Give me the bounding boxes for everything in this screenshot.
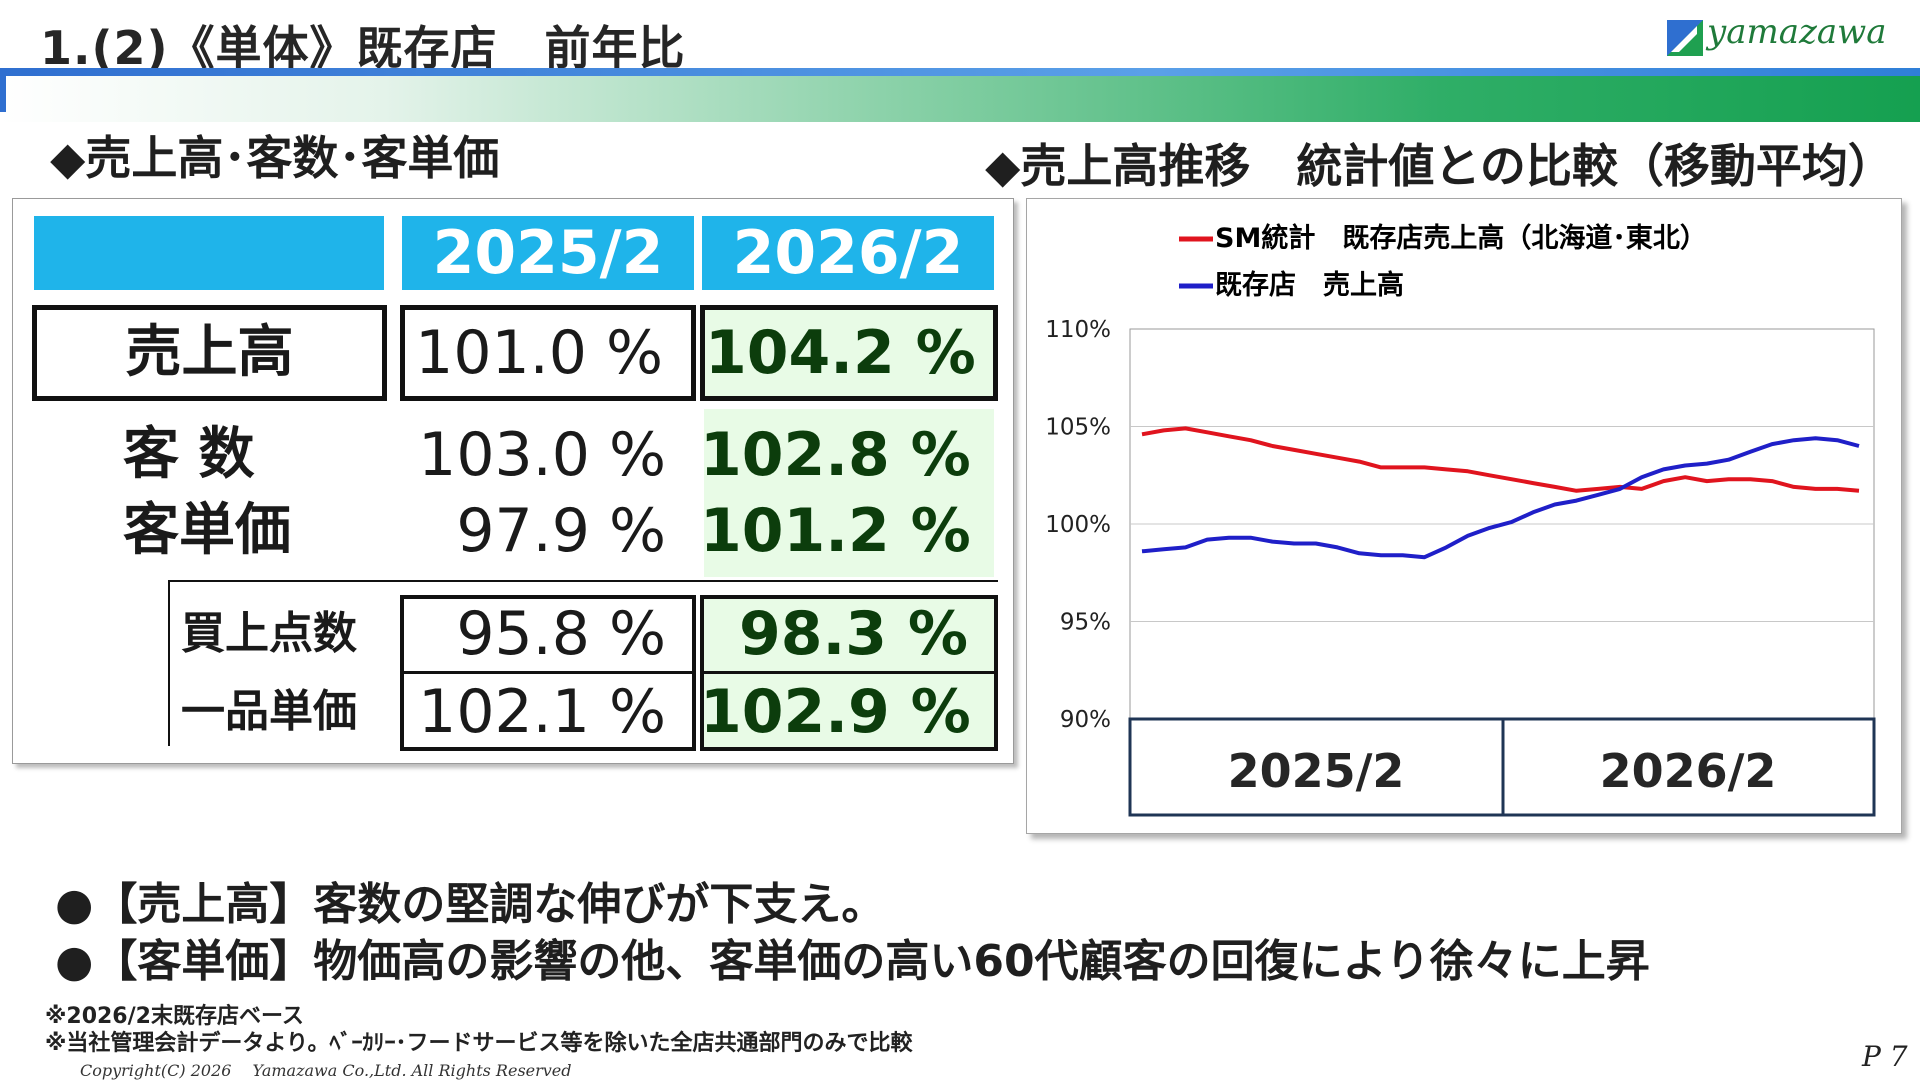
unit-price-2025-value: 97.9 % bbox=[456, 496, 666, 566]
item-price-2025-value: 102.1 % bbox=[418, 677, 666, 747]
legend-label-own: 既存店 売上高 bbox=[1215, 269, 1404, 301]
bullet-sales: ●【売上高】客数の堅調な伸びが下支え。 bbox=[55, 879, 886, 930]
legend-label-sm: SM統計 既存店売上高（北海道･東北） bbox=[1215, 222, 1707, 254]
highlight-background bbox=[704, 409, 994, 577]
company-logo: yamazawa bbox=[1665, 12, 1890, 60]
item-price-2026-value: 102.9 % bbox=[700, 677, 971, 747]
y-tick-label: 110% bbox=[1045, 317, 1111, 343]
sub-2025-divider bbox=[404, 671, 692, 674]
item-price-label: 一品単価 bbox=[181, 686, 357, 737]
period-label-2026: 2026/2 bbox=[1600, 744, 1777, 798]
y-tick-label: 95% bbox=[1060, 610, 1111, 636]
page-number: P 7 bbox=[1862, 1040, 1908, 1073]
note-basis: ※2026/2末既存店ベース bbox=[45, 1004, 304, 1029]
header-band-edge bbox=[0, 76, 6, 112]
sales-2025-value: 101.0 % bbox=[400, 305, 696, 401]
sales-trend-chart-panel: SM統計 既存店売上高（北海道･東北） 既存店 売上高 110% 105% 100%… bbox=[1026, 198, 1902, 834]
sales-trend-chart: SM統計 既存店売上高（北海道･東北） 既存店 売上高 110% 105% 100%… bbox=[1045, 222, 1876, 817]
right-section-title: ◆売上高推移 統計値との比較（移動平均） bbox=[985, 139, 1894, 193]
series-line-sm-stats bbox=[1141, 426, 1860, 493]
comparison-table-panel: 2025/2 2026/2 売上高 101.0 % 104.2 % 客 数 10… bbox=[12, 198, 1014, 764]
items-2025-value: 95.8 % bbox=[456, 599, 666, 669]
sub-2026-divider bbox=[704, 671, 994, 674]
column-header-2025: 2025/2 bbox=[402, 216, 694, 290]
y-tick-label: 100% bbox=[1045, 512, 1111, 538]
header-band-green bbox=[0, 76, 1920, 122]
column-header-2026: 2026/2 bbox=[702, 216, 994, 290]
page-title: 1.(2)《単体》既存店 前年比 bbox=[40, 21, 686, 75]
logo-mark-icon bbox=[1667, 20, 1703, 56]
bullet-unit-price: ●【客単価】物価高の影響の他、客単価の高い60代顧客の回復により徐々に上昇 bbox=[55, 936, 1650, 987]
series-line-own-stores bbox=[1141, 436, 1860, 560]
unit-price-label: 客単価 bbox=[123, 498, 291, 563]
table-header-blank bbox=[34, 216, 384, 290]
y-tick-label: 90% bbox=[1060, 707, 1111, 733]
customers-2025-value: 103.0 % bbox=[418, 420, 666, 490]
unit-price-2026-value: 101.2 % bbox=[700, 496, 971, 566]
items-2026-value: 98.3 % bbox=[738, 599, 968, 669]
items-label: 買上点数 bbox=[181, 608, 357, 659]
note-source: ※当社管理会計データより。ﾍﾞｰｶﾘｰ･フードサービス等を除いた全店共通部門のみ… bbox=[45, 1031, 913, 1056]
sub-breakdown-top-line bbox=[168, 580, 998, 582]
copyright-text: Copyright(C) 2026 Yamazawa Co.,Ltd. All … bbox=[80, 1061, 572, 1080]
header-band-blue bbox=[0, 68, 1920, 76]
sub-breakdown-left-line bbox=[168, 580, 170, 746]
sales-label: 売上高 bbox=[32, 305, 387, 401]
customers-label: 客 数 bbox=[123, 422, 255, 487]
period-label-2025: 2025/2 bbox=[1228, 744, 1405, 798]
period-box-2025 bbox=[1128, 717, 1505, 817]
left-section-title: ◆売上高･客数･客単価 bbox=[50, 131, 500, 185]
customers-2026-value: 102.8 % bbox=[700, 420, 971, 490]
period-box-2026 bbox=[1501, 717, 1876, 817]
sales-2026-value: 104.2 % bbox=[700, 305, 998, 401]
y-tick-label: 105% bbox=[1045, 415, 1111, 441]
sub-2025-box bbox=[400, 595, 696, 751]
logo-text: yamazawa bbox=[1707, 12, 1887, 52]
